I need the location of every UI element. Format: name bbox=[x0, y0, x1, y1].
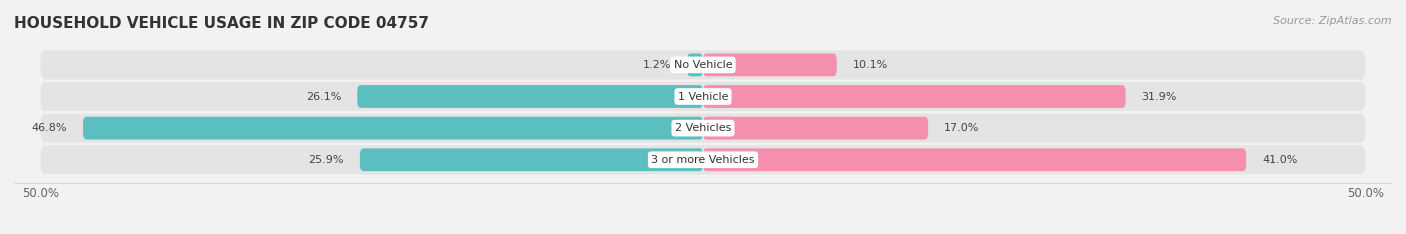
Text: No Vehicle: No Vehicle bbox=[673, 60, 733, 70]
Text: Source: ZipAtlas.com: Source: ZipAtlas.com bbox=[1274, 16, 1392, 26]
FancyBboxPatch shape bbox=[41, 113, 1365, 143]
Text: 1.2%: 1.2% bbox=[643, 60, 671, 70]
FancyBboxPatch shape bbox=[703, 54, 837, 76]
Text: 17.0%: 17.0% bbox=[945, 123, 980, 133]
Text: 26.1%: 26.1% bbox=[307, 91, 342, 102]
FancyBboxPatch shape bbox=[357, 85, 703, 108]
Text: 31.9%: 31.9% bbox=[1142, 91, 1177, 102]
Text: 10.1%: 10.1% bbox=[852, 60, 889, 70]
Text: HOUSEHOLD VEHICLE USAGE IN ZIP CODE 04757: HOUSEHOLD VEHICLE USAGE IN ZIP CODE 0475… bbox=[14, 16, 429, 31]
Text: 2 Vehicles: 2 Vehicles bbox=[675, 123, 731, 133]
FancyBboxPatch shape bbox=[41, 50, 1365, 79]
FancyBboxPatch shape bbox=[360, 148, 703, 171]
FancyBboxPatch shape bbox=[41, 82, 1365, 111]
Legend: Owner-occupied, Renter-occupied: Owner-occupied, Renter-occupied bbox=[579, 231, 827, 234]
FancyBboxPatch shape bbox=[703, 148, 1246, 171]
Text: 3 or more Vehicles: 3 or more Vehicles bbox=[651, 155, 755, 165]
FancyBboxPatch shape bbox=[83, 117, 703, 139]
Text: 1 Vehicle: 1 Vehicle bbox=[678, 91, 728, 102]
FancyBboxPatch shape bbox=[703, 117, 928, 139]
Text: 25.9%: 25.9% bbox=[308, 155, 344, 165]
FancyBboxPatch shape bbox=[41, 145, 1365, 174]
Text: 41.0%: 41.0% bbox=[1263, 155, 1298, 165]
FancyBboxPatch shape bbox=[688, 54, 703, 76]
FancyBboxPatch shape bbox=[703, 85, 1126, 108]
Text: 46.8%: 46.8% bbox=[31, 123, 67, 133]
